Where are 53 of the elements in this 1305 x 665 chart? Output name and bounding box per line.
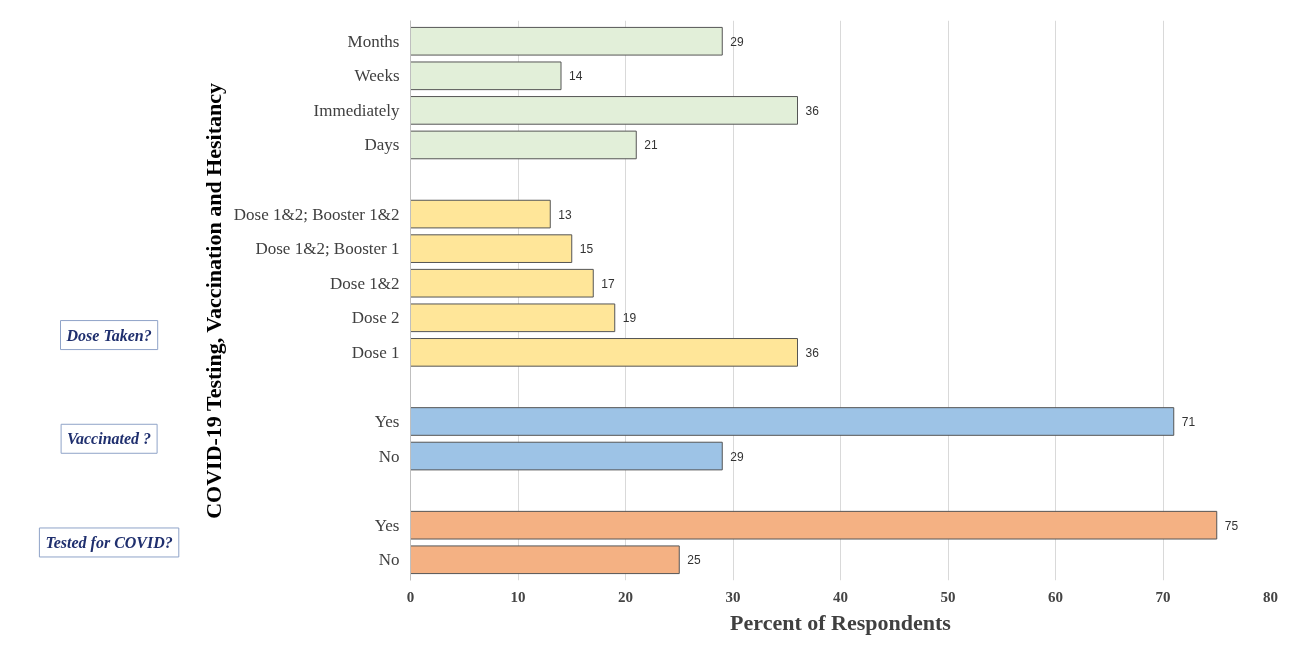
bar — [410, 61, 562, 91]
bar — [410, 338, 798, 367]
data-label: 36 — [805, 103, 820, 118]
y-tick-label: Dose 1 — [351, 342, 400, 362]
data-label: 29 — [730, 34, 744, 49]
bar — [410, 545, 680, 575]
bar — [410, 268, 594, 298]
y-tick-label: Dose 1&2; Booster 1&2 — [233, 204, 400, 224]
bar — [410, 441, 723, 471]
bar — [410, 234, 573, 263]
data-label: 14 — [569, 69, 583, 84]
y-tick-label: Weeks — [354, 66, 400, 86]
bar — [410, 199, 551, 229]
y-tick-label: Immediately — [313, 100, 400, 120]
data-label: 25 — [687, 553, 701, 568]
x-tick-label: 0 — [406, 588, 415, 605]
bar — [410, 303, 616, 333]
x-tick-label: 20 — [618, 588, 633, 605]
data-label: 75 — [1224, 518, 1239, 533]
y-tick-label: Dose 1&2 — [330, 273, 400, 293]
data-label: 71 — [1181, 414, 1196, 429]
x-tick-label: 80 — [1263, 588, 1278, 605]
y-tick-label: Yes — [374, 411, 400, 431]
text: Tested for COVID? — [45, 533, 173, 552]
bar — [410, 26, 723, 56]
y-tick-label: Yes — [374, 515, 400, 535]
x-tick-label: 40 — [833, 588, 848, 605]
data-label: 29 — [730, 449, 744, 464]
bar — [410, 130, 637, 160]
x-axis-title: Percent of Respondents — [730, 609, 952, 635]
bar — [410, 510, 1218, 540]
data-label: 21 — [644, 138, 658, 153]
x-tick-label: 30 — [725, 588, 741, 605]
data-label: 13 — [558, 207, 572, 222]
y-tick-label: Dose 1&2; Booster 1 — [255, 239, 400, 259]
data-label: 15 — [579, 242, 594, 257]
y-tick-label: Days — [364, 135, 400, 155]
x-tick-label: 60 — [1048, 588, 1063, 605]
data-label: 19 — [622, 311, 637, 326]
x-tick-label: 50 — [940, 588, 956, 605]
bar — [410, 407, 1175, 436]
data-label: 17 — [601, 276, 615, 291]
text: Vaccinated ? — [67, 430, 152, 448]
x-tick-label: 70 — [1155, 588, 1171, 605]
y-tick-label: No — [378, 550, 400, 570]
y-tick-label: No — [378, 446, 400, 466]
data-label: 36 — [805, 345, 820, 360]
text: Dose Taken? — [65, 326, 152, 344]
bar — [410, 96, 798, 125]
y-tick-label: Months — [347, 31, 400, 51]
y-axis-title: COVID-19 Testing, Vaccination and Hesitancy — [200, 83, 226, 519]
y-tick-label: Dose 2 — [351, 308, 400, 328]
x-tick-label: 10 — [510, 588, 526, 605]
